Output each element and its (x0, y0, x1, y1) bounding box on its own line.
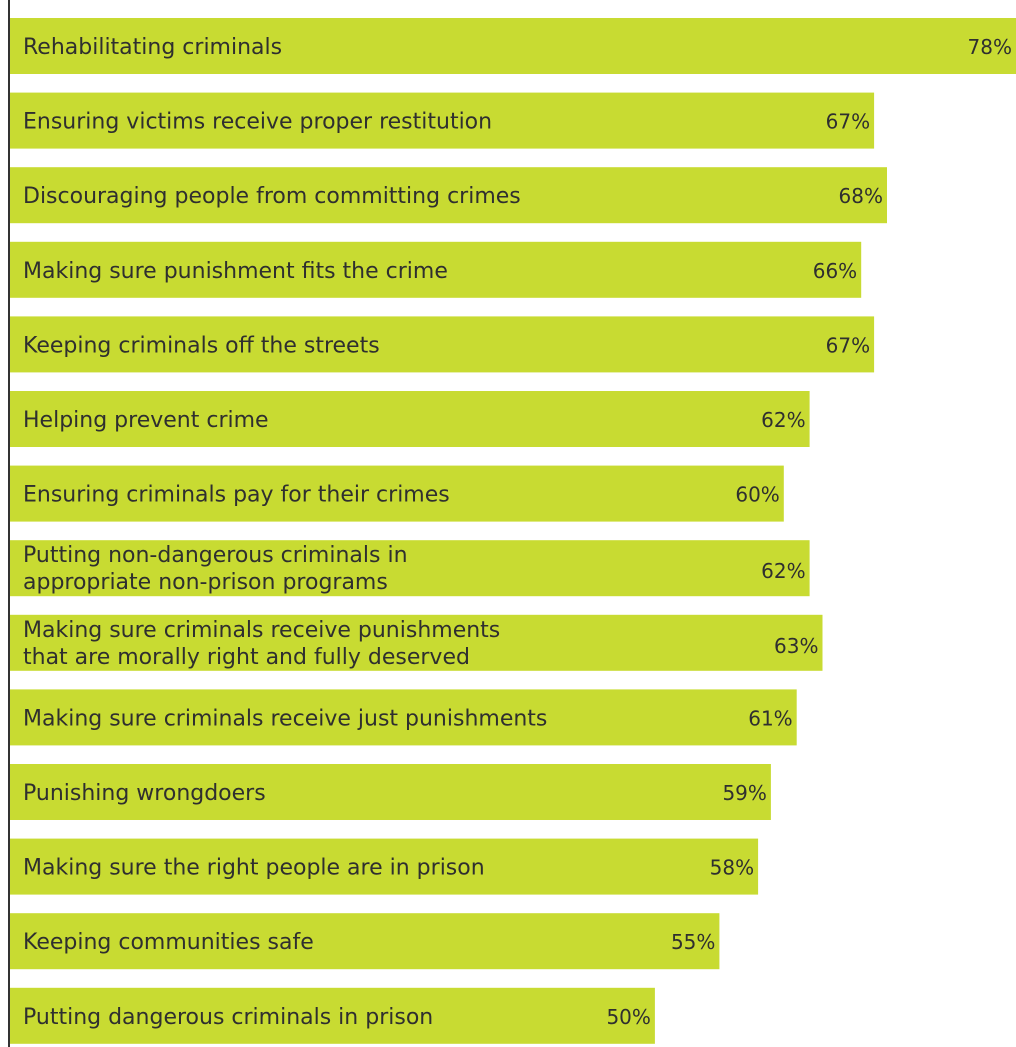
category-label: Keeping criminals off the streets (23, 333, 380, 358)
value-label: 68% (839, 184, 883, 208)
value-label: 55% (671, 930, 715, 954)
value-label: 60% (735, 483, 779, 507)
category-label: Making sure the right people are in pris… (23, 856, 485, 881)
value-label: 67% (826, 333, 870, 357)
bar-11 (10, 764, 771, 820)
category-label: Helping prevent crime (23, 408, 269, 433)
bar-3 (10, 167, 887, 224)
value-label: 59% (722, 781, 766, 805)
bar-13 (10, 913, 720, 970)
bar-12 (10, 838, 759, 895)
category-label: Making sure punishment fits the crime (23, 259, 448, 284)
value-label: 62% (761, 559, 805, 583)
bar-6 (10, 391, 810, 447)
category-label: Rehabilitating criminals (23, 35, 282, 60)
value-label: 50% (606, 1005, 650, 1029)
value-label: 63% (774, 634, 818, 658)
category-label: Discouraging people from committing crim… (23, 184, 521, 209)
bar-10 (10, 689, 797, 746)
category-label: Punishing wrongdoers (23, 781, 266, 806)
bar-9 (10, 614, 823, 671)
category-label: Ensuring criminals pay for their crimes (23, 483, 450, 508)
category-label: Making sure criminals receive just punis… (23, 706, 547, 731)
category-label: Keeping communities safe (23, 930, 314, 955)
bar-5 (10, 316, 875, 373)
bar-1 (10, 18, 1016, 74)
value-label: 58% (710, 856, 754, 880)
bar-8 (10, 540, 810, 597)
value-label: 61% (748, 706, 792, 730)
bar-4 (10, 241, 862, 298)
category-label: Putting non-dangerous criminals in approp… (23, 543, 408, 595)
category-label: Putting dangerous criminals in prison (23, 1005, 433, 1030)
value-label: 62% (761, 408, 805, 432)
value-label: 66% (813, 259, 857, 283)
value-label: 78% (968, 35, 1012, 59)
bar-2 (10, 92, 875, 149)
bar-7 (10, 465, 784, 522)
bar-14 (10, 987, 655, 1044)
value-label: 67% (826, 110, 870, 134)
category-label: Ensuring victims receive proper restitut… (23, 110, 492, 135)
category-label: Making sure criminals receive punishment… (23, 618, 500, 670)
